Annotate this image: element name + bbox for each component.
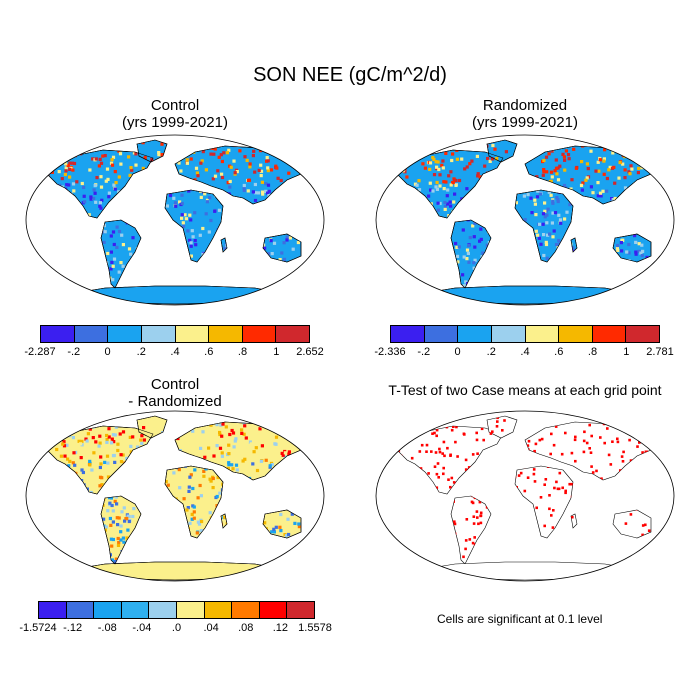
control-panel-title: Control (yrs 1999-2021) bbox=[25, 97, 325, 131]
colorbar-swatch bbox=[204, 602, 233, 618]
colorbar-swatch bbox=[458, 326, 492, 342]
difference-title-line2: - Randomized bbox=[128, 393, 222, 410]
continent-southAmerica bbox=[100, 495, 142, 565]
colorbar-swatch bbox=[108, 326, 142, 342]
map-border bbox=[375, 134, 675, 306]
colorbar-swatch bbox=[287, 602, 314, 618]
colorbar-tick-label: 1.5578 bbox=[298, 622, 332, 634]
colorbar-tick-label: 0 bbox=[104, 346, 111, 358]
colorbar-swatch bbox=[74, 326, 109, 342]
ttest-panel-title: T-Test of two Case means at each grid po… bbox=[355, 382, 695, 399]
colorbar-swatch bbox=[66, 602, 95, 618]
control-title-line1: Control bbox=[150, 97, 200, 114]
colorbar-swatch bbox=[41, 326, 75, 342]
colorbar-tick-label: -.08 bbox=[97, 622, 117, 634]
control-map bbox=[25, 134, 325, 306]
figure-title: SON NEE (gC/m^2/d) bbox=[253, 64, 447, 86]
colorbar-swatch bbox=[176, 602, 205, 618]
ttest-title-line1: T-Test of two Case means at each grid po… bbox=[388, 382, 662, 398]
control-colorbar bbox=[40, 325, 310, 343]
map-border bbox=[375, 410, 675, 582]
randomized-panel-title: Randomized (yrs 1999-2021) bbox=[375, 97, 675, 131]
colorbar-swatch bbox=[592, 326, 627, 342]
colorbar-swatch bbox=[209, 326, 243, 342]
difference-colorbar bbox=[38, 601, 315, 619]
randomized-title-line1: Randomized bbox=[482, 97, 568, 114]
colorbar-tick-label: .4 bbox=[520, 346, 530, 358]
colorbar-swatch bbox=[149, 602, 177, 618]
ttest-significance-note: Cells are significant at 0.1 level bbox=[437, 612, 603, 626]
colorbar-tick-label: .6 bbox=[204, 346, 214, 358]
continent-africa bbox=[164, 465, 224, 539]
map-border bbox=[25, 134, 325, 306]
continent-australia bbox=[262, 233, 302, 263]
colorbar-tick-label: .04 bbox=[203, 622, 219, 634]
colorbar-tick-label: -.2 bbox=[67, 346, 81, 358]
colorbar-tick-label: 1 bbox=[273, 346, 280, 358]
continent-northAmerica bbox=[394, 149, 504, 219]
colorbar-tick-label: 2.781 bbox=[646, 346, 674, 358]
colorbar-tick-label: -.04 bbox=[132, 622, 152, 634]
colorbar-swatch bbox=[491, 326, 526, 342]
colorbar-swatch bbox=[121, 602, 150, 618]
colorbar-tick-label: .08 bbox=[238, 622, 254, 634]
colorbar-swatch bbox=[232, 602, 260, 618]
continent-africa bbox=[164, 189, 224, 263]
colorbar-tick-label: .12 bbox=[272, 622, 289, 634]
colorbar-swatch bbox=[242, 326, 277, 342]
colorbar-tick-label: .2 bbox=[136, 346, 146, 358]
control-title-line2: (yrs 1999-2021) bbox=[122, 114, 228, 131]
colorbar-swatch bbox=[39, 602, 67, 618]
difference-title-line1: Control bbox=[150, 376, 200, 393]
randomized-title-line2: (yrs 1999-2021) bbox=[472, 114, 578, 131]
difference-panel-title: Control - Randomized bbox=[25, 376, 325, 410]
colorbar-swatch bbox=[141, 326, 176, 342]
colorbar-swatch bbox=[525, 326, 560, 342]
colorbar-swatch bbox=[424, 326, 459, 342]
colorbar-swatch bbox=[626, 326, 659, 342]
continent-australia bbox=[612, 509, 652, 539]
continent-southAmerica bbox=[450, 495, 492, 565]
colorbar-swatch bbox=[259, 602, 288, 618]
colorbar-tick-label: -2.287 bbox=[24, 346, 56, 358]
continent-southAmerica bbox=[450, 219, 492, 289]
difference-map bbox=[25, 410, 325, 582]
colorbar-tick-label: .8 bbox=[237, 346, 248, 358]
colorbar-tick-label: .6 bbox=[554, 346, 564, 358]
colorbar-swatch bbox=[94, 602, 122, 618]
continent-antarctica bbox=[418, 561, 638, 581]
colorbar-tick-label: -1.5724 bbox=[19, 622, 57, 634]
colorbar-swatch bbox=[276, 326, 309, 342]
continent-greenland bbox=[486, 415, 518, 439]
colorbar-tick-label: -.12 bbox=[63, 622, 83, 634]
colorbar-tick-label: .2 bbox=[486, 346, 496, 358]
continent-africa bbox=[514, 189, 574, 263]
ttest-map bbox=[375, 410, 675, 582]
randomized-map bbox=[375, 134, 675, 306]
colorbar-tick-label: 1 bbox=[623, 346, 630, 358]
map-border bbox=[25, 410, 325, 582]
randomized-colorbar bbox=[390, 325, 660, 343]
colorbar-tick-label: .4 bbox=[170, 346, 180, 358]
colorbar-tick-label: -.2 bbox=[417, 346, 431, 358]
continent-northAmerica bbox=[394, 425, 504, 495]
colorbar-tick-label: .8 bbox=[587, 346, 598, 358]
continent-africa bbox=[514, 465, 574, 539]
colorbar-tick-label: 2.652 bbox=[296, 346, 324, 358]
colorbar-tick-label: -2.336 bbox=[374, 346, 406, 358]
colorbar-tick-label: 0 bbox=[454, 346, 461, 358]
colorbar-swatch bbox=[175, 326, 210, 342]
colorbar-swatch bbox=[559, 326, 593, 342]
colorbar-swatch bbox=[391, 326, 425, 342]
colorbar-tick-label: .0 bbox=[171, 622, 182, 634]
